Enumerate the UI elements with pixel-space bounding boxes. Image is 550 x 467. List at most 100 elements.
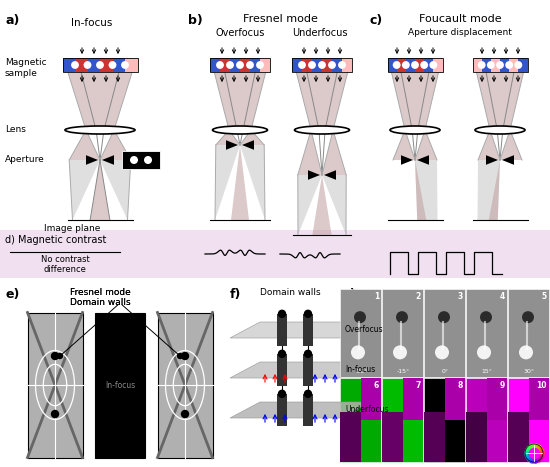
Text: Aperture: Aperture <box>5 156 45 164</box>
Text: Fresnel mode
Domain walls: Fresnel mode Domain walls <box>70 288 130 307</box>
Polygon shape <box>486 155 498 165</box>
Bar <box>508 378 549 462</box>
Circle shape <box>84 61 91 69</box>
Polygon shape <box>312 175 332 235</box>
Bar <box>210 58 220 72</box>
Bar <box>332 58 342 72</box>
Bar <box>508 289 549 377</box>
Text: Underfocus: Underfocus <box>292 28 348 38</box>
Text: 5: 5 <box>542 292 547 301</box>
Bar <box>220 58 230 72</box>
Polygon shape <box>68 73 132 130</box>
Text: Domain walls: Domain walls <box>260 288 320 297</box>
Bar <box>277 394 287 426</box>
Bar <box>509 58 518 72</box>
Circle shape <box>402 61 410 69</box>
Bar <box>482 58 491 72</box>
Bar <box>210 58 270 72</box>
Polygon shape <box>230 402 370 418</box>
Circle shape <box>52 410 58 417</box>
Text: 2: 2 <box>416 292 421 301</box>
Polygon shape <box>214 73 266 130</box>
Bar <box>466 378 507 462</box>
Text: d) Magnetic contrast: d) Magnetic contrast <box>5 235 106 245</box>
Circle shape <box>480 311 492 323</box>
Polygon shape <box>415 160 437 220</box>
Text: 10: 10 <box>536 381 547 390</box>
Text: f): f) <box>230 288 241 301</box>
Bar <box>508 411 529 462</box>
Bar <box>342 58 352 72</box>
Text: 6: 6 <box>374 381 379 390</box>
Text: 30°: 30° <box>524 369 535 374</box>
Polygon shape <box>226 140 238 150</box>
Text: a): a) <box>5 14 19 27</box>
Circle shape <box>505 61 513 69</box>
Circle shape <box>305 390 311 397</box>
Circle shape <box>396 311 408 323</box>
Text: b): b) <box>188 14 203 27</box>
Text: Aperture displacement: Aperture displacement <box>408 28 512 37</box>
Bar <box>157 312 212 458</box>
Ellipse shape <box>475 126 525 134</box>
Polygon shape <box>298 130 322 175</box>
Circle shape <box>308 61 316 69</box>
Circle shape <box>328 61 336 69</box>
Bar <box>230 58 240 72</box>
Bar <box>312 58 322 72</box>
Ellipse shape <box>65 126 135 134</box>
Circle shape <box>130 156 138 164</box>
Circle shape <box>435 346 449 360</box>
Text: In-focus: In-focus <box>72 18 113 28</box>
Polygon shape <box>86 155 98 165</box>
Circle shape <box>246 61 254 69</box>
Circle shape <box>182 410 189 417</box>
Bar <box>472 58 527 72</box>
Bar <box>403 378 423 420</box>
Bar <box>63 58 75 72</box>
Polygon shape <box>489 160 500 220</box>
Circle shape <box>477 346 491 360</box>
Bar <box>340 378 381 462</box>
Bar <box>466 289 507 377</box>
Circle shape <box>420 61 428 69</box>
Bar <box>240 58 250 72</box>
Polygon shape <box>477 160 500 220</box>
Text: -15°: -15° <box>397 369 410 374</box>
Circle shape <box>216 61 224 69</box>
Polygon shape <box>90 160 110 220</box>
Circle shape <box>393 346 407 360</box>
Text: Overfocus: Overfocus <box>215 28 265 38</box>
Text: Foucault mode: Foucault mode <box>419 14 501 24</box>
Circle shape <box>298 61 306 69</box>
Bar <box>388 58 397 72</box>
Circle shape <box>430 61 437 69</box>
Polygon shape <box>69 160 100 220</box>
Bar <box>122 151 160 169</box>
Polygon shape <box>415 130 437 160</box>
Text: 9: 9 <box>500 381 505 390</box>
Polygon shape <box>216 130 240 145</box>
Polygon shape <box>296 73 348 130</box>
Text: 0°: 0° <box>442 369 448 374</box>
Circle shape <box>278 390 285 397</box>
Polygon shape <box>502 155 514 165</box>
Bar <box>382 378 423 462</box>
Polygon shape <box>298 175 322 235</box>
Bar <box>260 58 270 72</box>
Text: In-focus: In-focus <box>345 366 375 375</box>
Text: 8: 8 <box>458 381 463 390</box>
Bar <box>322 58 332 72</box>
Polygon shape <box>230 362 370 378</box>
Circle shape <box>71 61 79 69</box>
Bar <box>28 312 82 458</box>
Circle shape <box>278 310 285 317</box>
Polygon shape <box>102 155 114 165</box>
Bar <box>382 289 423 377</box>
Ellipse shape <box>294 126 349 134</box>
Circle shape <box>178 354 183 359</box>
Polygon shape <box>69 130 100 160</box>
Bar <box>433 58 443 72</box>
Bar <box>292 58 352 72</box>
Bar <box>100 58 113 72</box>
